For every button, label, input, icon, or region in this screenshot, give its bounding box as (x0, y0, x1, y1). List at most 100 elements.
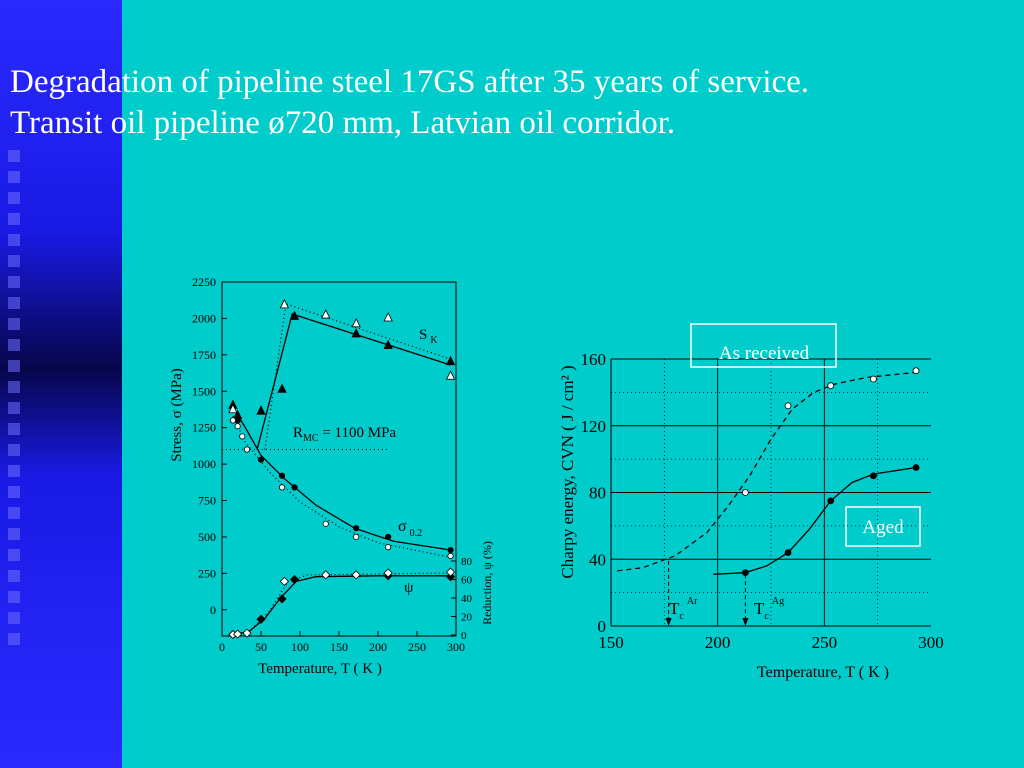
chart1-y-tick-label: 2000 (192, 311, 216, 325)
chart1-x-tick-label: 150 (330, 640, 348, 654)
chart1-x-tick-label: 200 (369, 640, 387, 654)
legend-box-aged (845, 506, 921, 547)
sk-main: S (419, 327, 427, 343)
chart1-point (353, 525, 360, 532)
chart1-y-tick-label: 2250 (192, 275, 216, 289)
chart1-y-tick-label: 500 (198, 530, 216, 544)
tc-ar-label: TcAr (669, 596, 698, 622)
sk-curve-solid (256, 313, 451, 450)
chart1-point (322, 520, 329, 527)
chart1-point (445, 567, 456, 577)
decor-square (8, 276, 20, 288)
aged-curve (713, 466, 917, 575)
decor-square (8, 297, 20, 309)
decor-square (8, 381, 20, 393)
chart1-point (385, 544, 392, 551)
chart2-point (742, 569, 749, 576)
chart1-point (383, 339, 393, 350)
chart1-y-tick-label: 1250 (192, 421, 216, 435)
chart1-point (291, 484, 298, 491)
sigma-label: σ 0.2 (398, 518, 422, 539)
chart1-point (277, 594, 287, 604)
chart1-point (234, 423, 241, 430)
chart2-point (742, 489, 749, 496)
tc-ar-arrowhead (665, 618, 672, 626)
chart2-x-tick-label: 150 (598, 633, 624, 652)
chart1-point (445, 355, 456, 366)
chart1-y-tick-label: 1500 (192, 384, 216, 398)
chart1-point (383, 568, 393, 578)
legend-as-received: As received (719, 343, 810, 364)
chart1-y-tick-label: 0 (210, 603, 216, 617)
chart1-point (242, 628, 252, 638)
chart1-x-tick-label: 250 (408, 640, 426, 654)
legend-box-as-received (690, 323, 837, 368)
slide-title: Degradation of pipeline steel 17GS after… (10, 62, 1010, 144)
decor-square (8, 402, 20, 414)
tc-ar-main: T (669, 599, 680, 618)
sk-sub: K (430, 335, 438, 346)
chart1-point (353, 533, 360, 541)
decor-square (8, 423, 20, 435)
tc-ar-sub: c (679, 611, 684, 622)
tc-ag-main: T (754, 599, 765, 618)
decor-square (8, 528, 20, 540)
decor-square (8, 213, 20, 225)
chart2-y-tick-label: 120 (581, 417, 607, 436)
chart1-y2-label: Reduction, ψ (%) (480, 541, 494, 625)
legend-aged: Aged (862, 517, 904, 538)
rmc-label: RMC = 1100 MPa (293, 425, 396, 444)
chart2-y-tick-label: 40 (589, 550, 606, 569)
chart2-marks (742, 367, 920, 576)
chart2-y-tick-label: 160 (581, 350, 607, 369)
chart1-marks (228, 298, 456, 640)
chart1-y-tick-label: 250 (198, 566, 216, 580)
chart1-point (278, 484, 286, 491)
decor-square (8, 444, 20, 456)
chart1-point (279, 576, 289, 586)
chart1-point (321, 570, 331, 580)
decor-square (8, 360, 20, 372)
chart2-point (827, 497, 835, 505)
chart1-x-tick-label: 0 (219, 640, 225, 654)
chart1-point (279, 298, 290, 309)
chart1-point (447, 546, 454, 554)
title-line-2: Transit oil pipeline ø720 mm, Latvian oi… (10, 105, 676, 141)
chart1-point (351, 570, 361, 580)
decor-square (8, 339, 20, 351)
chart1-y2-tick-label: 20 (461, 612, 473, 624)
chart2-y-tick-label: 80 (589, 484, 606, 503)
rmc-main: R (293, 425, 303, 441)
chart1-point (445, 572, 456, 582)
chart1-point (351, 328, 361, 338)
as-received-curve (617, 371, 917, 572)
title-line-1: Degradation of pipeline steel 17GS after… (10, 64, 810, 100)
chart2-curves (617, 371, 917, 626)
chart1-point (257, 456, 265, 463)
sigma-main: σ (398, 518, 407, 535)
tc-ag-sub: c (764, 611, 769, 622)
chart2-point (784, 402, 792, 410)
decor-square (8, 612, 20, 624)
rmc-sub: MC (303, 433, 319, 444)
decor-square (8, 150, 20, 162)
chart2-x-tick-label: 300 (918, 633, 944, 652)
chart1-point (229, 417, 237, 424)
tc-ag-sup: Ag (772, 596, 784, 607)
chart2-point (870, 472, 877, 480)
chart2-point (912, 464, 920, 471)
chart2-point (870, 375, 877, 383)
tc-ag-arrowhead (742, 618, 749, 626)
chart1-y-label: Stress, σ (MPa) (169, 368, 185, 462)
chart1-point (233, 629, 243, 639)
decor-square (8, 570, 20, 582)
chart1-y2-tick-label: 80 (461, 556, 473, 568)
decor-square (8, 486, 20, 498)
psi-label: ψ (404, 580, 414, 596)
chart1-point (383, 312, 393, 322)
chart1-point (289, 310, 300, 320)
decor-square (8, 549, 20, 561)
